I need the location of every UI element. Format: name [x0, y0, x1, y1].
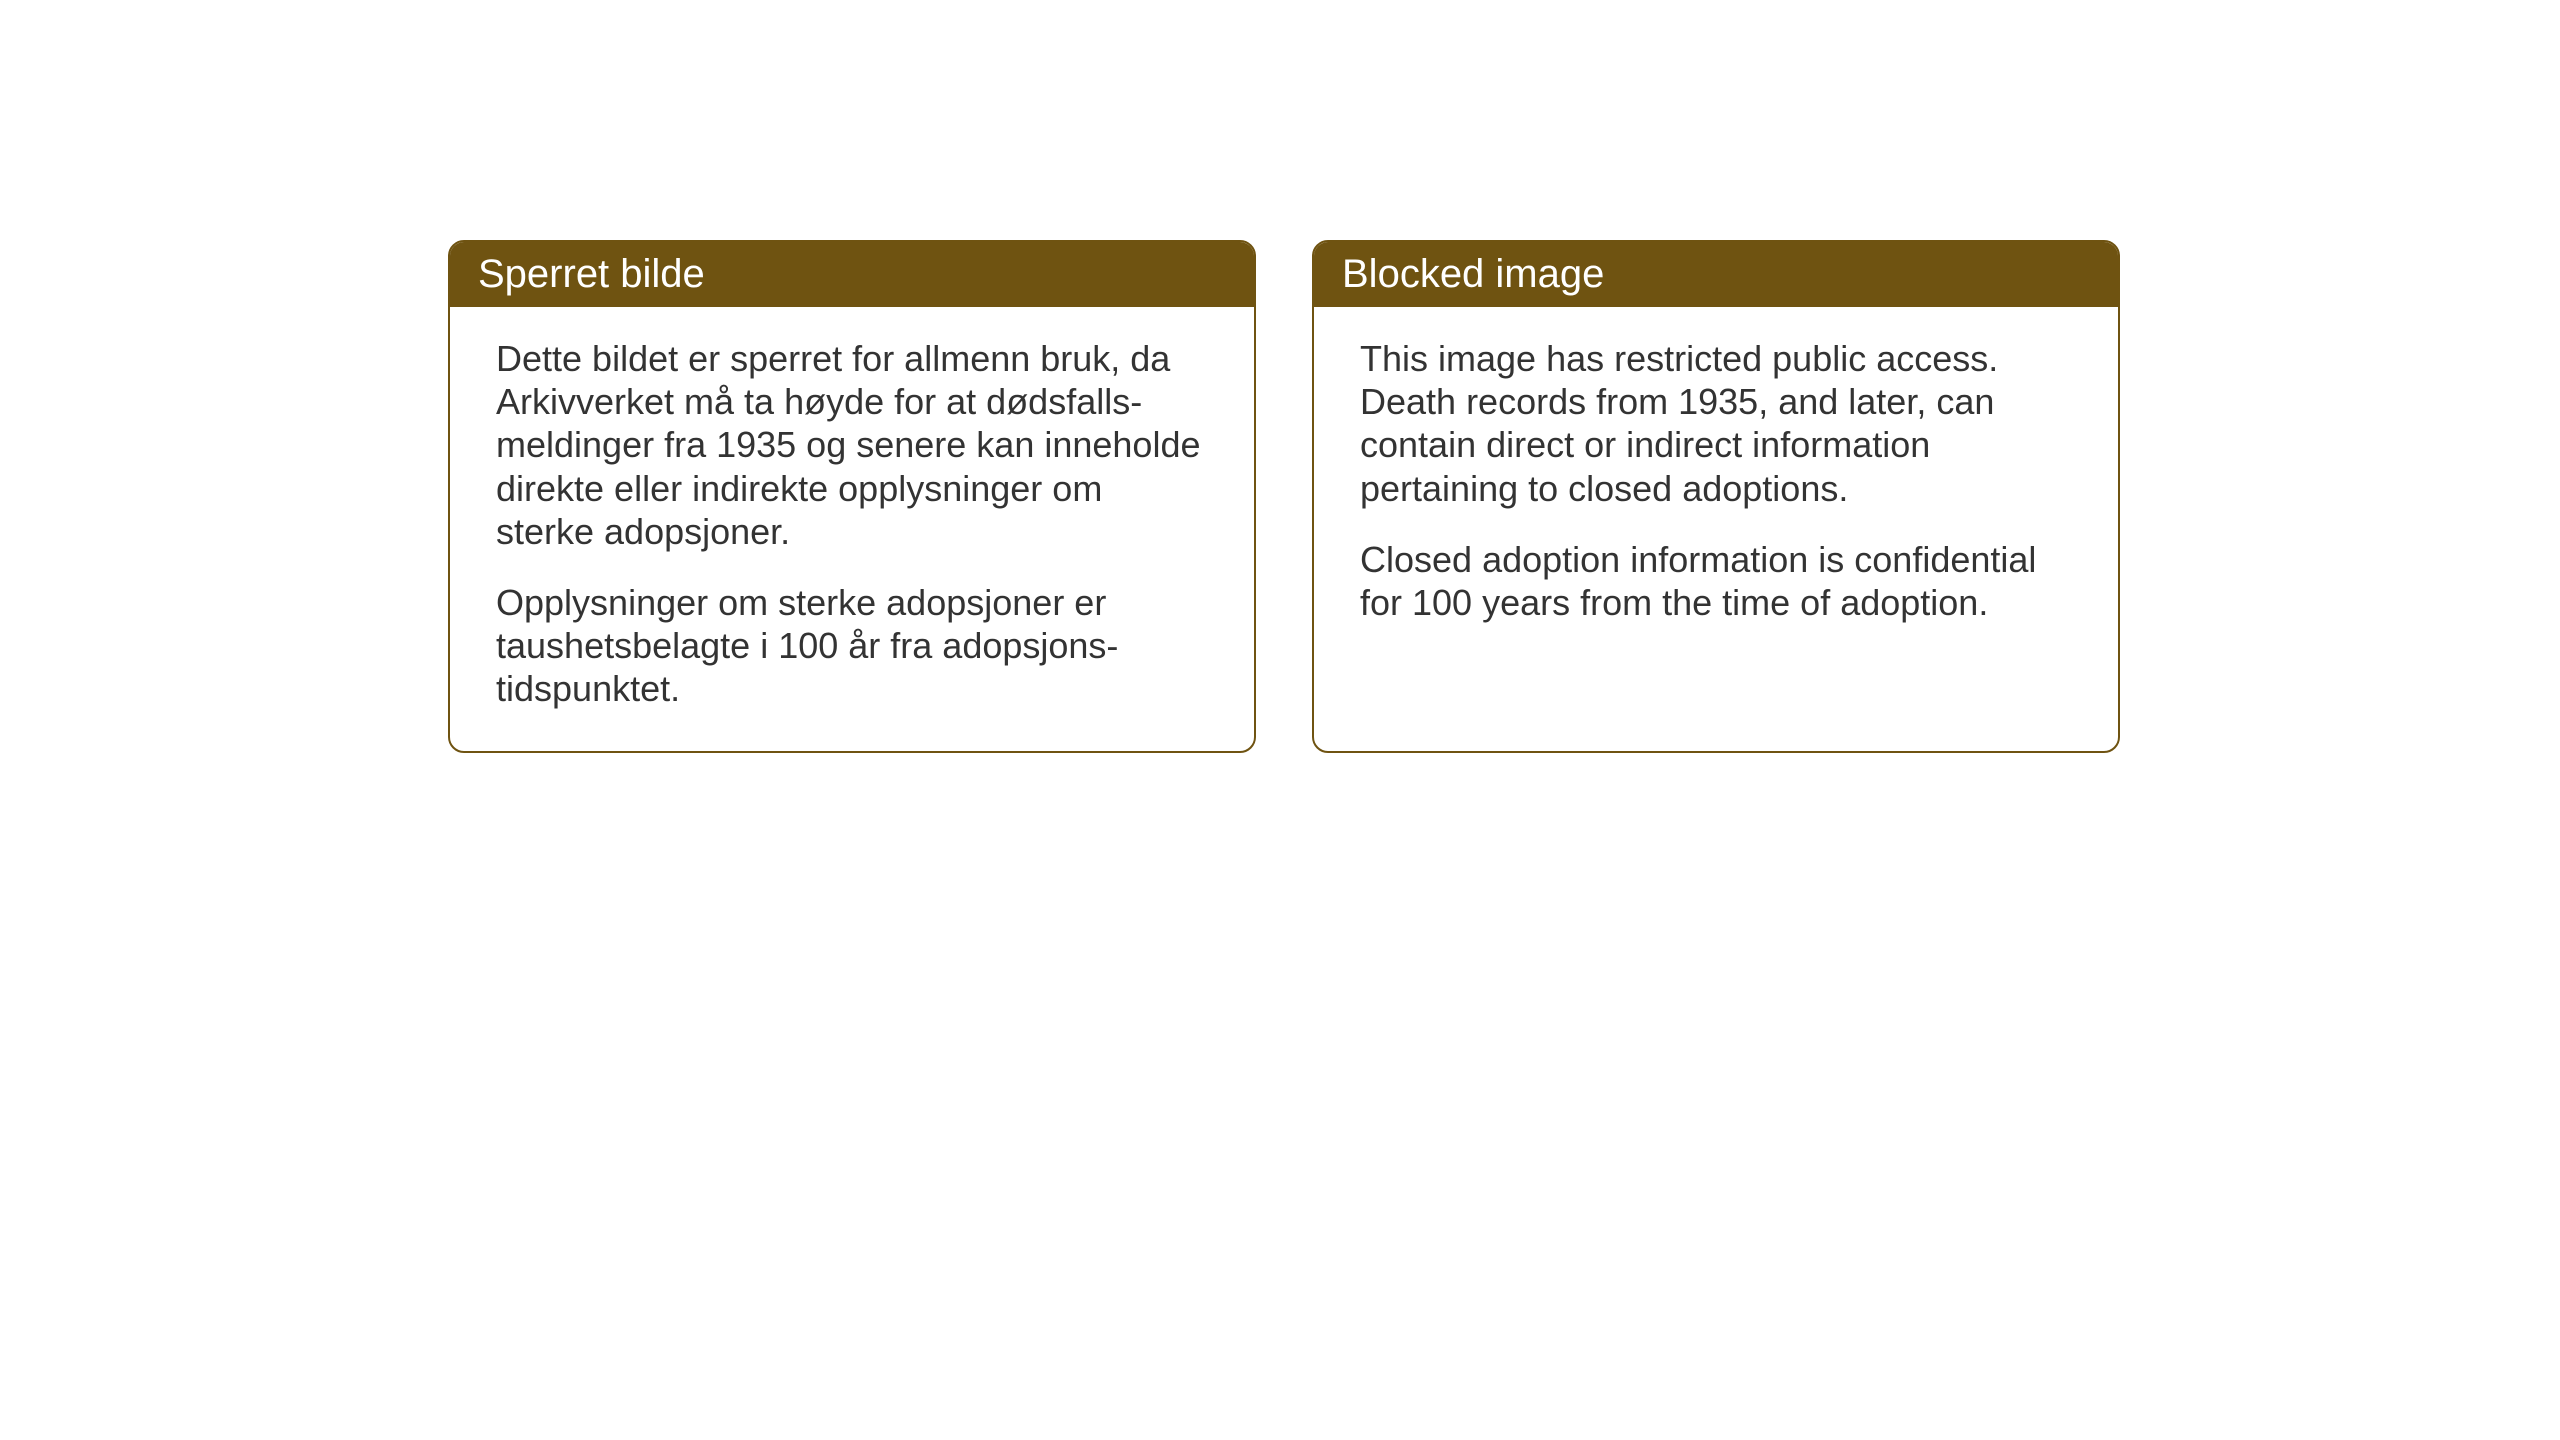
- notice-cards-container: Sperret bilde Dette bildet er sperret fo…: [448, 240, 2560, 753]
- english-notice-card: Blocked image This image has restricted …: [1312, 240, 2120, 753]
- norwegian-card-title: Sperret bilde: [450, 242, 1254, 307]
- english-paragraph-2: Closed adoption information is confident…: [1360, 538, 2072, 624]
- english-paragraph-1: This image has restricted public access.…: [1360, 337, 2072, 510]
- norwegian-notice-card: Sperret bilde Dette bildet er sperret fo…: [448, 240, 1256, 753]
- norwegian-paragraph-1: Dette bildet er sperret for allmenn bruk…: [496, 337, 1208, 553]
- english-card-body: This image has restricted public access.…: [1314, 307, 2118, 664]
- norwegian-card-body: Dette bildet er sperret for allmenn bruk…: [450, 307, 1254, 751]
- norwegian-paragraph-2: Opplysninger om sterke adopsjoner er tau…: [496, 581, 1208, 711]
- english-card-title: Blocked image: [1314, 242, 2118, 307]
